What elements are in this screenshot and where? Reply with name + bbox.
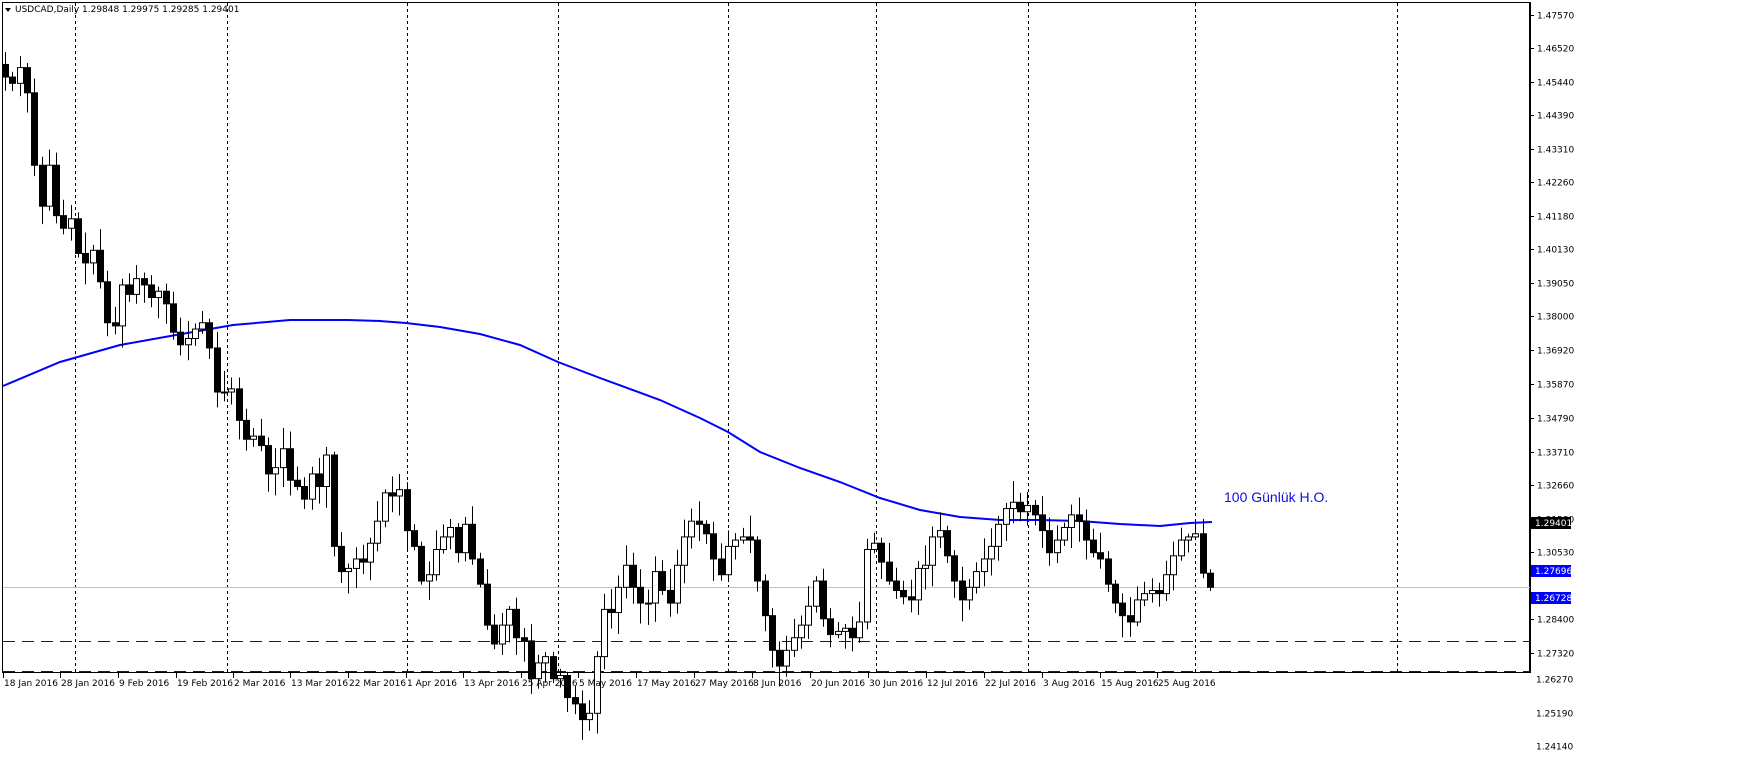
svg-text:1.39050: 1.39050 — [1537, 280, 1574, 290]
svg-text:5 May 2016: 5 May 2016 — [579, 679, 632, 689]
svg-text:1.44390: 1.44390 — [1537, 112, 1574, 122]
svg-text:1.26270: 1.26270 — [1536, 676, 1573, 686]
svg-text:1 Apr 2016: 1 Apr 2016 — [407, 679, 457, 689]
svg-text:1.28400: 1.28400 — [1537, 616, 1574, 626]
svg-text:1.34790: 1.34790 — [1537, 415, 1574, 425]
svg-text:1.33710: 1.33710 — [1537, 449, 1574, 459]
svg-text:19 Feb 2016: 19 Feb 2016 — [177, 679, 233, 689]
svg-text:1.47570: 1.47570 — [1537, 12, 1574, 22]
candles — [2, 52, 1214, 740]
support-1-tag — [1531, 565, 1571, 577]
svg-text:1.27320: 1.27320 — [1537, 650, 1574, 660]
svg-text:13 Mar 2016: 13 Mar 2016 — [291, 679, 348, 689]
svg-text:1.42260: 1.42260 — [1537, 179, 1574, 189]
support-2-tag — [1531, 592, 1571, 604]
svg-text:27 May 2016: 27 May 2016 — [695, 679, 754, 689]
svg-text:22 Jul 2016: 22 Jul 2016 — [985, 679, 1036, 689]
svg-text:13 Apr 2016: 13 Apr 2016 — [464, 679, 520, 689]
current-price-value: 1.29401 — [1535, 519, 1572, 529]
svg-text:8 Jun 2016: 8 Jun 2016 — [753, 679, 802, 689]
symbol-label: USDCAD,Daily — [15, 5, 80, 15]
svg-text:1.25190: 1.25190 — [1536, 710, 1573, 720]
moving-average-line — [2, 319, 1213, 528]
svg-text:1.40130: 1.40130 — [1537, 246, 1574, 256]
svg-text:22 Mar 2016: 22 Mar 2016 — [349, 679, 406, 689]
svg-text:25 Aug 2016: 25 Aug 2016 — [1158, 679, 1216, 689]
support-lines — [3, 641, 1530, 672]
support-1-value: 1.27696 — [1535, 567, 1572, 577]
ohlc-values: 1.29848 1.29975 1.29285 1.29401 — [82, 5, 239, 15]
svg-text:1.45440: 1.45440 — [1537, 79, 1574, 89]
svg-text:28 Jan 2016: 28 Jan 2016 — [61, 679, 115, 689]
svg-text:1.32660: 1.32660 — [1537, 482, 1574, 492]
svg-text:12 Jul 2016: 12 Jul 2016 — [927, 679, 978, 689]
svg-text:1.46520: 1.46520 — [1537, 45, 1574, 55]
ma-label: 100 Günlük H.O. — [1224, 489, 1328, 505]
svg-text:1.35870: 1.35870 — [1537, 381, 1574, 391]
svg-text:20 Jun 2016: 20 Jun 2016 — [811, 679, 865, 689]
svg-text:1.41180: 1.41180 — [1537, 213, 1574, 223]
svg-text:3 Aug 2016: 3 Aug 2016 — [1043, 679, 1095, 689]
svg-text:1.36920: 1.36920 — [1537, 347, 1574, 357]
svg-text:1.38000: 1.38000 — [1537, 313, 1574, 323]
svg-text:30 Jun 2016: 30 Jun 2016 — [869, 679, 923, 689]
svg-text:1.30530: 1.30530 — [1537, 549, 1574, 559]
price-axis[interactable]: 1.47570 1.46520 1.45440 1.44390 1.43310 1.422… — [1530, 2, 1574, 753]
svg-text:25 Apr 2016: 25 Apr 2016 — [522, 679, 578, 689]
svg-text:1.43310: 1.43310 — [1537, 146, 1574, 156]
svg-text:18 Jan 2016: 18 Jan 2016 — [4, 679, 58, 689]
svg-text:1.24140: 1.24140 — [1536, 743, 1573, 753]
svg-text:15 Aug 2016: 15 Aug 2016 — [1101, 679, 1159, 689]
support-2-value: 1.26728 — [1535, 594, 1572, 604]
time-axis[interactable]: 18 Jan 2016 28 Jan 2016 9 Feb 2016 19 Feb 2… — [3, 673, 1216, 689]
svg-text:17 May 2016: 17 May 2016 — [637, 679, 696, 689]
current-price-tag — [1531, 517, 1571, 529]
svg-text:2 Mar 2016: 2 Mar 2016 — [234, 679, 286, 689]
triangle-down-icon[interactable] — [5, 8, 11, 12]
plot-area — [2, 2, 1530, 673]
svg-text:9 Feb 2016: 9 Feb 2016 — [119, 679, 170, 689]
